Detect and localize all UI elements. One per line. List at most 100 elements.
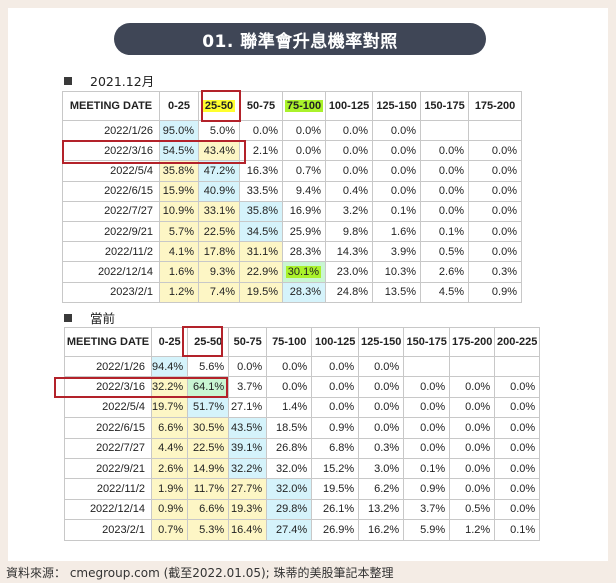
cell-value: 54.5% [162, 144, 194, 157]
cell-value: 24.8% [336, 286, 368, 299]
cell-value: 0.0% [295, 144, 321, 157]
cell-value: 2022/6/15 [104, 185, 153, 198]
cell-value: 15.2% [323, 462, 355, 475]
table-header-row: MEETING DATE 0-25 25-50 50-75 75-100 100-125 1… [62, 91, 522, 121]
probability-cell: 22.9% [239, 261, 283, 283]
column-header-rate-range: 0-25 [150, 327, 189, 357]
probability-cell: 6.6% [187, 498, 230, 521]
cell-value: 19.5% [323, 483, 355, 496]
cell-value: 0.0% [374, 381, 400, 394]
probability-cell: 0.5% [420, 241, 469, 263]
cell-value: 39.1% [231, 442, 263, 455]
cell-value: 5.0% [209, 124, 235, 137]
probability-cell: 0.9% [311, 417, 360, 439]
probability-cell: 5.7% [159, 220, 199, 243]
table-row: 2022/1/26 94.4% 5.6% 0.0% 0.0% 0.0% 0.0% [64, 355, 541, 378]
cell-value: 0.0% [438, 205, 464, 218]
probability-cell: 0.0% [420, 200, 469, 222]
cell-value: 16.4% [231, 523, 263, 536]
probability-cell: 0.0% [494, 376, 541, 398]
cell-value: 13.5% [384, 286, 416, 299]
probability-cell: 0.0% [468, 200, 522, 222]
cell-value: 2.6% [158, 462, 184, 475]
square-bullet-icon [64, 76, 72, 85]
cell-value: 0.0% [438, 164, 464, 177]
cell-value: 0.0% [282, 360, 308, 373]
cell-value: 0.0% [491, 245, 517, 258]
table-row: 2022/12/14 1.6% 9.3% 22.9% 30.1% 23.0% 10.3% 2.… [62, 261, 522, 283]
cell-value: 22.5% [203, 225, 235, 238]
probability-cell: 27.7% [228, 478, 268, 500]
probability-cell: 35.8% [159, 160, 199, 182]
probability-cell: 31.1% [239, 241, 283, 263]
probability-cell: 16.4% [228, 519, 268, 541]
probability-cell: 1.2% [159, 281, 199, 303]
probability-cell: 9.8% [325, 220, 373, 243]
cell-value: 0.0% [491, 164, 517, 177]
probability-cell: 19.5% [239, 281, 283, 303]
cell-value: 0.0% [510, 483, 536, 496]
meeting-date-cell: 2022/7/27 [64, 437, 152, 459]
cell-value: 0.0% [510, 381, 536, 394]
probability-cell: 14.3% [325, 241, 373, 263]
column-header-rate-range: 25-50 [198, 91, 240, 121]
cell-value: 0.9% [158, 503, 184, 516]
probability-cell: 6.2% [358, 478, 405, 500]
cell-value: 35.8% [246, 205, 278, 218]
column-header-rate-range: 100-125 [325, 91, 373, 121]
cell-value: 1.4% [282, 401, 308, 414]
cell-value: 3.0% [374, 462, 400, 475]
column-header-label: 100-125 [315, 336, 356, 348]
cell-value: 27.4% [276, 523, 308, 536]
cell-value: 0.0% [465, 462, 491, 475]
probability-cell: 0.0% [358, 376, 405, 398]
table-row: 2022/3/16 54.5% 43.4% 2.1% 0.0% 0.0% 0.0% 0.0% 0… [62, 140, 522, 162]
probability-cell: 27.1% [228, 396, 268, 419]
probability-cell: 43.5% [228, 417, 268, 439]
probability-cell: 0.3% [468, 261, 522, 283]
probability-cell [449, 355, 496, 378]
cell-value: 0.0% [342, 144, 368, 157]
probability-cell: 3.0% [358, 457, 405, 480]
probability-cell: 39.1% [228, 437, 268, 459]
probability-cell: 0.5% [449, 498, 496, 521]
cell-value: 2022/9/21 [104, 225, 153, 238]
column-header-meeting-date: MEETING DATE [62, 91, 160, 121]
probability-cell: 0.7% [150, 519, 189, 541]
cell-value: 4.4% [158, 442, 184, 455]
probability-cell: 2.6% [420, 261, 469, 283]
cell-value: 5.7% [168, 225, 194, 238]
column-header-meeting-date: MEETING DATE [64, 327, 152, 357]
cell-value: 2022/6/15 [96, 421, 145, 434]
cell-value: 2022/11/2 [104, 245, 153, 258]
probability-cell: 9.4% [282, 180, 326, 202]
probability-cell: 16.2% [358, 519, 405, 541]
cell-value: 29.8% [276, 503, 308, 516]
cell-value: 0.0% [510, 462, 536, 475]
cell-value: 0.5% [465, 503, 491, 516]
cell-value: 1.6% [168, 265, 194, 278]
probability-cell: 0.0% [449, 437, 496, 459]
cell-value: 2022/12/14 [89, 503, 145, 516]
section-label-current: 當前 [64, 308, 115, 327]
cell-value: 13.2% [368, 503, 400, 516]
table-row: 2022/7/27 10.9% 33.1% 35.8% 16.9% 3.2% 0.1% 0.0… [62, 200, 522, 222]
probability-cell: 3.7% [228, 376, 268, 398]
probability-cell: 5.3% [187, 519, 230, 541]
cell-value: 25.9% [289, 225, 321, 238]
cell-value: 32.2% [231, 462, 263, 475]
table-row: 2022/9/21 2.6% 14.9% 32.2% 32.0% 15.2% 3.0% 0.1… [64, 457, 541, 480]
cell-value: 0.0% [465, 401, 491, 414]
cell-value: 22.9% [246, 265, 278, 278]
cell-value: 5.6% [199, 360, 225, 373]
probability-cell: 23.0% [325, 261, 373, 283]
section-label-text: 2021.12月 [90, 74, 155, 89]
cell-value: 0.0% [510, 421, 536, 434]
probability-cell: 0.0% [358, 396, 405, 419]
column-header-rate-range: 175-200 [449, 327, 496, 357]
table-row: 2022/9/21 5.7% 22.5% 34.5% 25.9% 9.8% 1.6% 0.1%… [62, 220, 522, 243]
cell-value: 0.0% [374, 360, 400, 373]
column-header-rate-range: 50-75 [228, 327, 268, 357]
cell-value: 1.6% [390, 225, 416, 238]
probability-cell: 0.0% [266, 355, 313, 378]
